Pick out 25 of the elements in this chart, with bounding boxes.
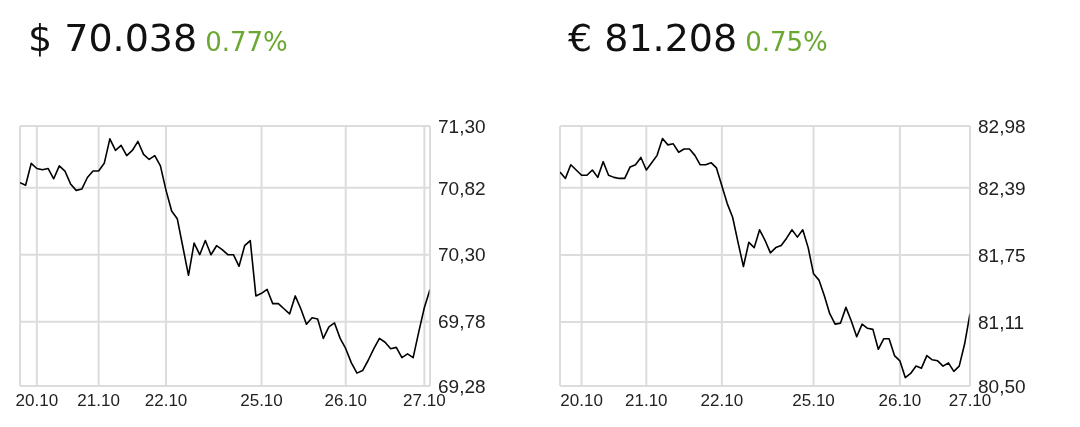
y-tick-label: 70,82 (438, 177, 486, 199)
chart-title: $ 70.038 (28, 16, 198, 60)
x-tick-label: 20.10 (560, 391, 603, 411)
x-tick-label: 22.10 (144, 391, 188, 411)
chart-title: € 81.208 (568, 16, 738, 60)
line-series (560, 137, 970, 379)
x-tick-label: 26.10 (324, 391, 368, 411)
x-tick-label: 25.10 (792, 391, 835, 411)
y-tick-label: 82,39 (978, 177, 1026, 199)
y-tick-label: 69,78 (438, 311, 486, 333)
y-tick-label: 80,50 (978, 375, 1026, 397)
chart-subtitle: 0.77% (205, 27, 288, 57)
x-tick-label: 26.10 (878, 391, 922, 411)
line-series (20, 138, 430, 374)
y-tick-label: 71,30 (438, 115, 486, 137)
y-tick-label: 81,75 (978, 244, 1026, 266)
y-tick-label: 81,11 (978, 311, 1025, 333)
x-tick-label: 20.10 (15, 391, 59, 411)
chart-subtitle: 0.75% (745, 27, 828, 57)
x-tick-label: 21.10 (625, 391, 668, 411)
y-tick-label: 70,30 (438, 244, 486, 266)
y-tick-label: 82,98 (978, 115, 1026, 137)
x-tick-label: 25.10 (240, 391, 283, 411)
x-tick-label: 21.10 (77, 391, 120, 411)
x-tick-label: 22.10 (700, 391, 744, 411)
